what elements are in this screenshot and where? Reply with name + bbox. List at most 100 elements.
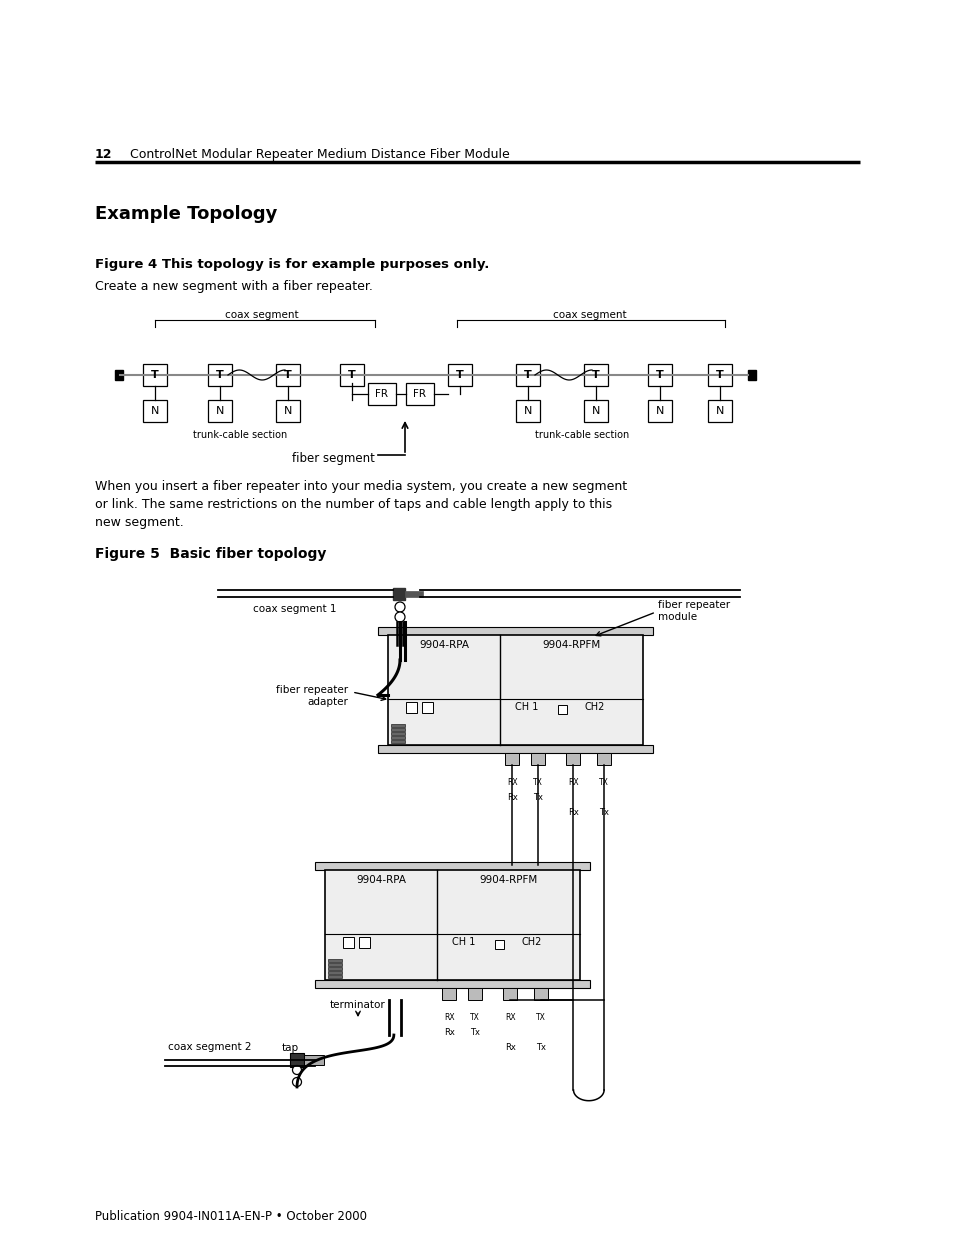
- Bar: [505, 753, 518, 764]
- Text: 9904-RPA: 9904-RPA: [418, 640, 469, 650]
- Bar: [391, 727, 405, 731]
- Text: trunk-cable section: trunk-cable section: [193, 430, 287, 440]
- Text: TX: TX: [470, 1013, 479, 1023]
- Circle shape: [293, 1066, 301, 1074]
- Text: CH 1: CH 1: [515, 701, 538, 711]
- Text: ControlNet Modular Repeater Medium Distance Fiber Module: ControlNet Modular Repeater Medium Dista…: [130, 148, 509, 161]
- Bar: [314, 862, 589, 869]
- Text: T: T: [284, 370, 292, 380]
- Text: RX: RX: [568, 778, 578, 787]
- Bar: [275, 364, 299, 387]
- Circle shape: [395, 613, 405, 622]
- Text: TX: TX: [598, 778, 608, 787]
- Text: CH2: CH2: [520, 937, 541, 947]
- Bar: [314, 981, 589, 988]
- Bar: [467, 988, 481, 1000]
- Bar: [391, 724, 405, 727]
- Text: Tx: Tx: [536, 1044, 545, 1052]
- Bar: [503, 988, 517, 1000]
- Bar: [647, 364, 671, 387]
- Text: T: T: [716, 370, 723, 380]
- Bar: [208, 400, 232, 422]
- Text: Tx: Tx: [532, 793, 542, 802]
- Text: T: T: [656, 370, 663, 380]
- Bar: [516, 400, 539, 422]
- Text: N: N: [151, 406, 159, 416]
- Text: Rx: Rx: [506, 793, 517, 802]
- Bar: [304, 1055, 324, 1065]
- Bar: [391, 740, 405, 742]
- Bar: [421, 701, 433, 713]
- Bar: [534, 988, 548, 1000]
- Text: FR: FR: [375, 389, 388, 399]
- Text: Tx: Tx: [598, 808, 608, 818]
- Bar: [406, 383, 434, 405]
- Text: T: T: [592, 370, 599, 380]
- Bar: [391, 736, 405, 739]
- Bar: [343, 937, 354, 947]
- Bar: [597, 753, 611, 764]
- Text: Rx: Rx: [567, 808, 578, 818]
- Bar: [377, 627, 652, 635]
- Bar: [358, 937, 370, 947]
- Bar: [557, 705, 566, 714]
- Text: Create a new segment with a fiber repeater.: Create a new segment with a fiber repeat…: [95, 280, 373, 293]
- Text: CH2: CH2: [584, 701, 604, 711]
- Text: TX: TX: [533, 778, 542, 787]
- Bar: [494, 940, 503, 948]
- Bar: [442, 988, 456, 1000]
- Bar: [647, 400, 671, 422]
- Text: or link. The same restrictions on the number of taps and cable length apply to t: or link. The same restrictions on the nu…: [95, 498, 612, 511]
- Bar: [405, 592, 422, 597]
- Text: N: N: [715, 406, 723, 416]
- Bar: [388, 635, 642, 745]
- Text: 9904-RPFM: 9904-RPFM: [479, 876, 537, 885]
- Bar: [339, 364, 364, 387]
- Bar: [516, 364, 539, 387]
- Bar: [530, 753, 544, 764]
- Text: coax segment: coax segment: [225, 310, 298, 320]
- Text: T: T: [348, 370, 355, 380]
- Bar: [747, 370, 755, 380]
- Text: terminator: terminator: [330, 1000, 385, 1010]
- Bar: [328, 967, 341, 969]
- Bar: [143, 400, 167, 422]
- Circle shape: [293, 1077, 301, 1087]
- Text: Publication 9904-IN011A-EN-P • October 2000: Publication 9904-IN011A-EN-P • October 2…: [95, 1210, 367, 1223]
- Text: TX: TX: [536, 1013, 545, 1023]
- Bar: [583, 400, 607, 422]
- Text: Tx: Tx: [469, 1028, 479, 1037]
- Bar: [406, 701, 416, 713]
- Bar: [707, 364, 731, 387]
- Text: 9904-RPFM: 9904-RPFM: [542, 640, 600, 650]
- Text: N: N: [283, 406, 292, 416]
- Text: fiber segment: fiber segment: [292, 452, 375, 466]
- Text: T: T: [216, 370, 224, 380]
- Bar: [275, 400, 299, 422]
- Text: N: N: [215, 406, 224, 416]
- Bar: [328, 963, 341, 966]
- Bar: [115, 370, 123, 380]
- Bar: [391, 732, 405, 735]
- Text: FR: FR: [413, 389, 426, 399]
- Text: fiber repeater
adapter: fiber repeater adapter: [275, 685, 348, 708]
- Text: new segment.: new segment.: [95, 516, 184, 529]
- Text: When you insert a fiber repeater into your media system, you create a new segmen: When you insert a fiber repeater into yo…: [95, 480, 626, 493]
- Text: N: N: [591, 406, 599, 416]
- Text: N: N: [523, 406, 532, 416]
- Text: RX: RX: [505, 1013, 516, 1023]
- Bar: [328, 974, 341, 978]
- Text: trunk-cable section: trunk-cable section: [535, 430, 628, 440]
- Text: tap: tap: [281, 1044, 298, 1053]
- Text: Rx: Rx: [504, 1044, 516, 1052]
- Text: coax segment: coax segment: [553, 310, 626, 320]
- Text: coax segment 2: coax segment 2: [168, 1042, 252, 1052]
- Bar: [290, 1053, 304, 1067]
- Text: Figure 4 This topology is for example purposes only.: Figure 4 This topology is for example pu…: [95, 258, 489, 270]
- Text: CH 1: CH 1: [452, 937, 476, 947]
- Bar: [208, 364, 232, 387]
- Text: coax segment 1: coax segment 1: [253, 604, 336, 614]
- Bar: [566, 753, 579, 764]
- Bar: [448, 364, 472, 387]
- Bar: [583, 364, 607, 387]
